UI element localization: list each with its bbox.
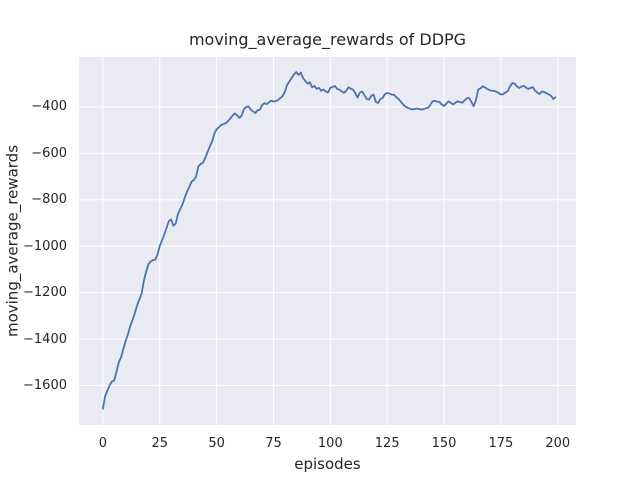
x-tick-label: 200 [545,436,571,451]
y-tick-label: −1600 [23,378,67,394]
y-tick-label: −1400 [23,331,67,347]
plot-background [79,57,576,425]
y-axis-label: moving_average_rewards [3,144,22,338]
line-series [101,71,557,410]
x-tick-label: 175 [488,436,514,451]
x-tick-label: 25 [151,436,168,451]
y-tick-label: −800 [31,192,67,208]
x-tick-label: 50 [208,436,225,451]
x-tick-label: 75 [265,436,282,451]
y-tick-label: −1000 [23,238,67,254]
y-tick-label: −600 [31,145,67,161]
chart-title: moving_average_rewards of DDPG [188,30,467,49]
plot-area [79,57,576,425]
x-tick-label: 100 [317,436,343,451]
y-tick-label: −400 [31,99,67,115]
x-axis-label: episodes [294,455,361,473]
x-tick-label: 125 [374,436,400,451]
x-tick-label: 0 [98,436,108,451]
x-tick-label: 150 [431,436,457,451]
y-tick-label: −1200 [23,285,67,301]
